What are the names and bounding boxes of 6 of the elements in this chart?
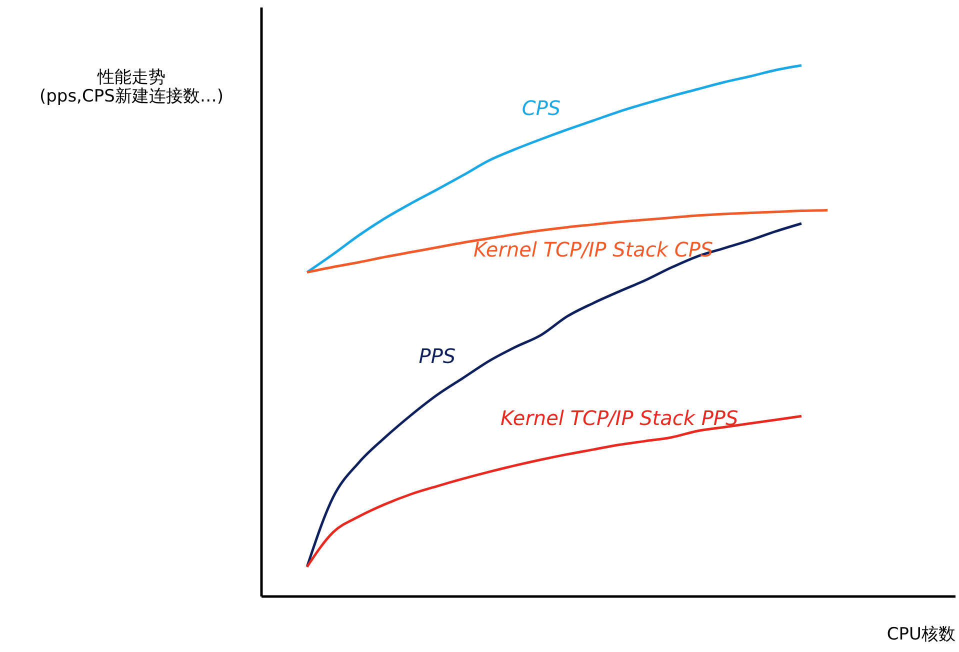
series-label: PPS	[418, 344, 456, 368]
y-axis-title: 性能走势 (pps,CPS新建连接数…)	[39, 68, 224, 106]
series-label: CPS	[522, 96, 561, 120]
series-label: Kernel TCP/IP Stack CPS	[474, 238, 714, 262]
x-axis-title: CPU核数	[886, 624, 956, 644]
series-label: Kernel TCP/IP Stack PPS	[500, 406, 738, 430]
